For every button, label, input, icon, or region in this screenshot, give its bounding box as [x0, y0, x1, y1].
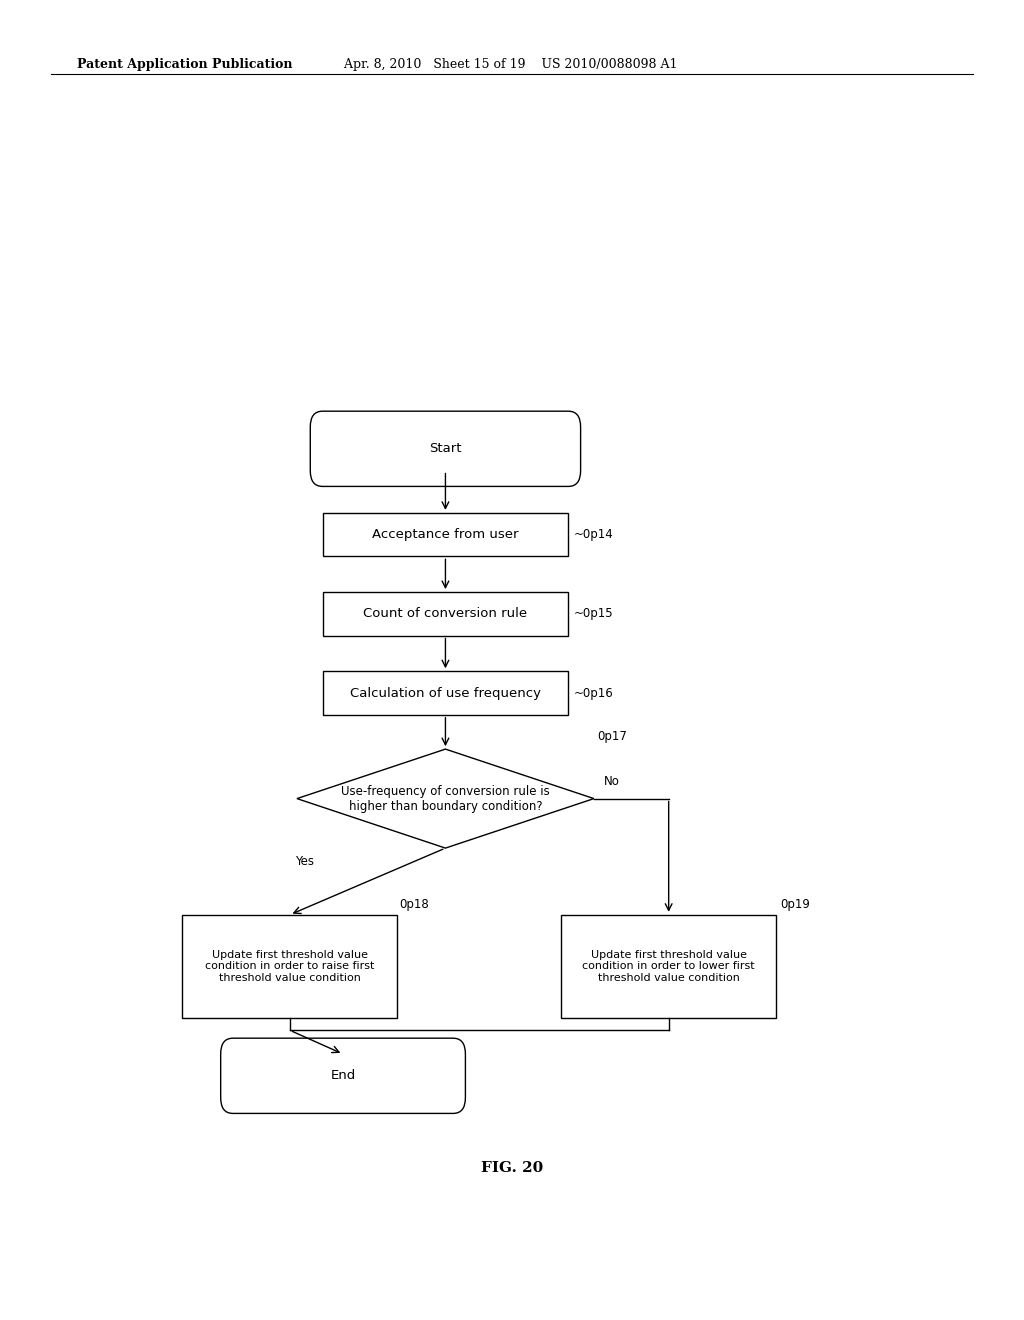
Text: ~0p16: ~0p16 [573, 686, 613, 700]
Text: ~0p14: ~0p14 [573, 528, 613, 541]
Text: Update first threshold value
condition in order to raise first
threshold value c: Update first threshold value condition i… [205, 949, 375, 983]
Text: No: No [604, 775, 621, 788]
Text: Yes: Yes [295, 855, 314, 867]
Text: Use-frequency of conversion rule is
higher than boundary condition?: Use-frequency of conversion rule is high… [341, 784, 550, 813]
Polygon shape [297, 750, 594, 847]
Text: 0p18: 0p18 [399, 898, 429, 911]
Text: 0p19: 0p19 [780, 898, 810, 911]
Text: Start: Start [429, 442, 462, 455]
Text: Apr. 8, 2010   Sheet 15 of 19    US 2010/0088098 A1: Apr. 8, 2010 Sheet 15 of 19 US 2010/0088… [328, 58, 677, 70]
Text: FIG. 20: FIG. 20 [481, 1162, 543, 1175]
Text: Patent Application Publication: Patent Application Publication [77, 58, 292, 70]
Bar [323, 512, 568, 557]
Text: Count of conversion rule: Count of conversion rule [364, 607, 527, 620]
Text: ~0p15: ~0p15 [573, 607, 613, 620]
Bar [323, 591, 568, 635]
Text: Acceptance from user: Acceptance from user [372, 528, 519, 541]
Bar [182, 915, 397, 1018]
Text: Update first threshold value
condition in order to lower first
threshold value c: Update first threshold value condition i… [583, 949, 755, 983]
Bar [561, 915, 776, 1018]
Text: Calculation of use frequency: Calculation of use frequency [350, 686, 541, 700]
Text: End: End [331, 1069, 355, 1082]
Bar [323, 672, 568, 715]
Text: 0p17: 0p17 [597, 730, 627, 743]
FancyBboxPatch shape [310, 411, 581, 486]
FancyBboxPatch shape [221, 1039, 465, 1114]
